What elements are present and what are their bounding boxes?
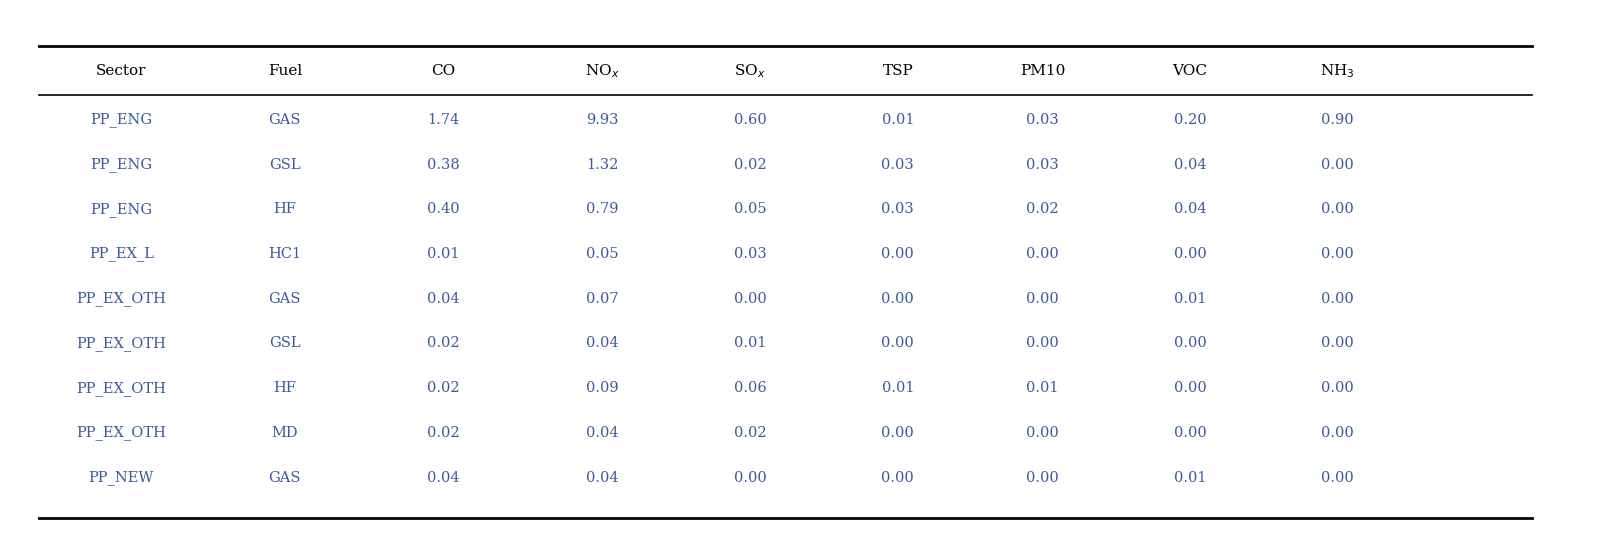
Text: PP_ENG: PP_ENG bbox=[90, 202, 152, 217]
Text: 0.20: 0.20 bbox=[1174, 113, 1206, 127]
Text: 0.00: 0.00 bbox=[1322, 336, 1354, 351]
Text: HF: HF bbox=[274, 203, 296, 216]
Text: 0.00: 0.00 bbox=[1025, 336, 1059, 351]
Text: 0.07: 0.07 bbox=[586, 292, 618, 306]
Text: 0.04: 0.04 bbox=[1174, 158, 1206, 171]
Text: 0.79: 0.79 bbox=[586, 203, 618, 216]
Text: 0.90: 0.90 bbox=[1322, 113, 1354, 127]
Text: 0.02: 0.02 bbox=[428, 336, 460, 351]
Text: 0.01: 0.01 bbox=[881, 381, 915, 395]
Text: 1.74: 1.74 bbox=[428, 113, 460, 127]
Text: VOC: VOC bbox=[1173, 64, 1208, 78]
Text: MD: MD bbox=[272, 426, 298, 440]
Text: 0.01: 0.01 bbox=[428, 247, 460, 261]
Text: 0.00: 0.00 bbox=[881, 471, 915, 484]
Text: 0.05: 0.05 bbox=[586, 247, 618, 261]
Text: 0.04: 0.04 bbox=[586, 426, 618, 440]
Text: NH$_3$: NH$_3$ bbox=[1320, 62, 1355, 80]
Text: GAS: GAS bbox=[269, 113, 301, 127]
Text: 0.01: 0.01 bbox=[1027, 381, 1059, 395]
Text: 0.01: 0.01 bbox=[1174, 292, 1206, 306]
Text: 0.03: 0.03 bbox=[881, 203, 915, 216]
Text: GAS: GAS bbox=[269, 471, 301, 484]
Text: NO$_x$: NO$_x$ bbox=[585, 62, 620, 80]
Text: 0.00: 0.00 bbox=[1322, 471, 1354, 484]
Text: PM10: PM10 bbox=[1020, 64, 1065, 78]
Text: 0.00: 0.00 bbox=[734, 292, 766, 306]
Text: 0.00: 0.00 bbox=[1322, 426, 1354, 440]
Text: 0.00: 0.00 bbox=[881, 426, 915, 440]
Text: 0.00: 0.00 bbox=[1025, 292, 1059, 306]
Text: 0.04: 0.04 bbox=[428, 292, 460, 306]
Text: 0.06: 0.06 bbox=[734, 381, 766, 395]
Text: 0.04: 0.04 bbox=[586, 336, 618, 351]
Text: 0.01: 0.01 bbox=[1174, 471, 1206, 484]
Text: PP_EX_OTH: PP_EX_OTH bbox=[77, 425, 167, 440]
Text: GSL: GSL bbox=[269, 158, 301, 171]
Text: 0.00: 0.00 bbox=[1174, 336, 1206, 351]
Text: 1.32: 1.32 bbox=[586, 158, 618, 171]
Text: 0.00: 0.00 bbox=[1174, 381, 1206, 395]
Text: Fuel: Fuel bbox=[268, 64, 303, 78]
Text: GSL: GSL bbox=[269, 336, 301, 351]
Text: 0.00: 0.00 bbox=[734, 471, 766, 484]
Text: 0.40: 0.40 bbox=[428, 203, 460, 216]
Text: SO$_x$: SO$_x$ bbox=[734, 62, 766, 80]
Text: 0.03: 0.03 bbox=[1025, 113, 1059, 127]
Text: 0.02: 0.02 bbox=[428, 426, 460, 440]
Text: 0.00: 0.00 bbox=[1025, 426, 1059, 440]
Text: 0.00: 0.00 bbox=[1322, 292, 1354, 306]
Text: PP_EX_OTH: PP_EX_OTH bbox=[77, 381, 167, 396]
Text: 0.00: 0.00 bbox=[881, 247, 915, 261]
Text: 0.02: 0.02 bbox=[428, 381, 460, 395]
Text: PP_NEW: PP_NEW bbox=[88, 470, 154, 485]
Text: 0.03: 0.03 bbox=[881, 158, 915, 171]
Text: 0.04: 0.04 bbox=[1174, 203, 1206, 216]
Text: PP_ENG: PP_ENG bbox=[90, 157, 152, 172]
Text: 0.05: 0.05 bbox=[734, 203, 766, 216]
Text: 0.03: 0.03 bbox=[1025, 158, 1059, 171]
Text: 0.00: 0.00 bbox=[1174, 426, 1206, 440]
Text: 0.00: 0.00 bbox=[1322, 158, 1354, 171]
Text: 0.00: 0.00 bbox=[881, 336, 915, 351]
Text: 0.00: 0.00 bbox=[1174, 247, 1206, 261]
Text: 0.03: 0.03 bbox=[734, 247, 766, 261]
Text: 0.02: 0.02 bbox=[734, 158, 766, 171]
Text: PP_ENG: PP_ENG bbox=[90, 112, 152, 127]
Text: PP_EX_OTH: PP_EX_OTH bbox=[77, 336, 167, 351]
Text: 0.00: 0.00 bbox=[1322, 381, 1354, 395]
Text: 0.00: 0.00 bbox=[1025, 471, 1059, 484]
Text: 0.00: 0.00 bbox=[1025, 247, 1059, 261]
Text: 0.02: 0.02 bbox=[734, 426, 766, 440]
Text: 0.04: 0.04 bbox=[428, 471, 460, 484]
Text: 0.38: 0.38 bbox=[428, 158, 460, 171]
Text: 0.00: 0.00 bbox=[881, 292, 915, 306]
Text: 0.04: 0.04 bbox=[586, 471, 618, 484]
Text: HF: HF bbox=[274, 381, 296, 395]
Text: 0.00: 0.00 bbox=[1322, 203, 1354, 216]
Text: 0.60: 0.60 bbox=[734, 113, 766, 127]
Text: CO: CO bbox=[431, 64, 457, 78]
Text: 9.93: 9.93 bbox=[586, 113, 618, 127]
Text: PP_EX_L: PP_EX_L bbox=[88, 247, 154, 262]
Text: 0.00: 0.00 bbox=[1322, 247, 1354, 261]
Text: 0.09: 0.09 bbox=[586, 381, 618, 395]
Text: Sector: Sector bbox=[96, 64, 146, 78]
Text: 0.01: 0.01 bbox=[734, 336, 766, 351]
Text: TSP: TSP bbox=[883, 64, 913, 78]
Text: GAS: GAS bbox=[269, 292, 301, 306]
Text: HC1: HC1 bbox=[268, 247, 301, 261]
Text: 0.02: 0.02 bbox=[1025, 203, 1059, 216]
Text: 0.01: 0.01 bbox=[881, 113, 915, 127]
Text: PP_EX_OTH: PP_EX_OTH bbox=[77, 292, 167, 306]
